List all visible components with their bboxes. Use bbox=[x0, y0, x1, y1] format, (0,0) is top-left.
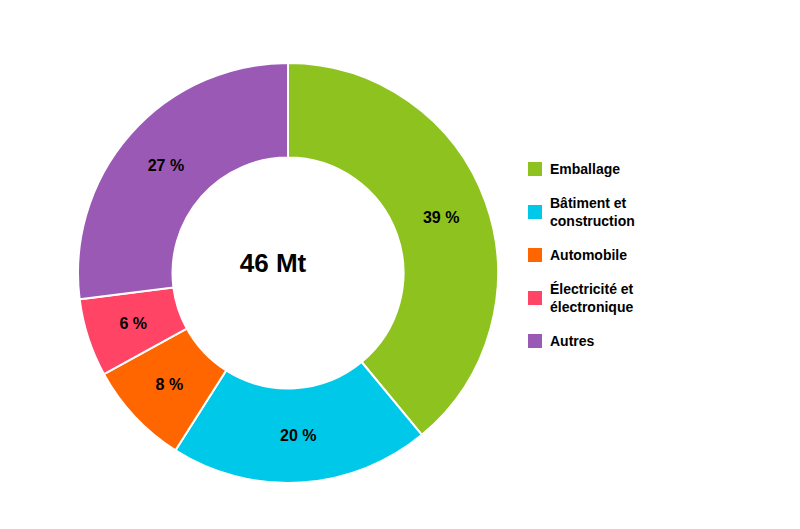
html-text:Autres: Autres bbox=[550, 333, 595, 349]
svg-text:20 %: 20 % bbox=[280, 427, 316, 444]
svg-text:46 Mt: 46 Mt bbox=[240, 248, 307, 278]
svg-text:8 %: 8 % bbox=[156, 376, 184, 393]
html-text:Bâtiment et construction: Bâtiment et construction bbox=[550, 195, 635, 229]
html-text:Automobile: Automobile bbox=[550, 247, 627, 263]
svg-text:6 %: 6 % bbox=[119, 315, 147, 332]
html-text:Électricité et électronique: Électricité et électronique bbox=[550, 281, 634, 315]
svg-text:39 %: 39 % bbox=[423, 209, 459, 226]
html-text:Emballage: Emballage bbox=[550, 161, 620, 177]
svg-text:27 %: 27 % bbox=[148, 157, 184, 174]
